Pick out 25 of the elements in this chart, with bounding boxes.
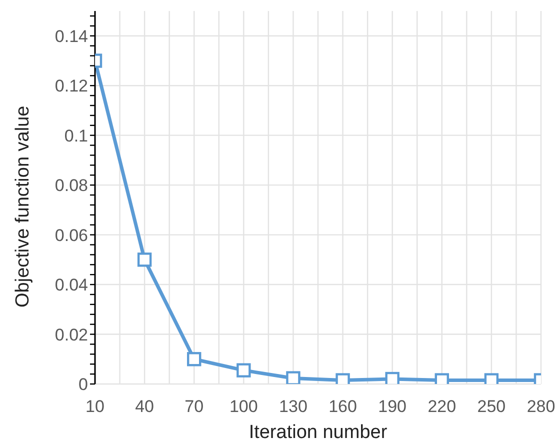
y-tick-label: 0.02	[54, 325, 88, 344]
x-axis-title: Iteration number	[248, 422, 388, 443]
x-tick-label: 190	[378, 397, 407, 416]
point	[137, 252, 152, 267]
y-tick-label: 0.04	[54, 276, 88, 295]
point	[385, 372, 400, 384]
y-tick-label: 0.08	[54, 176, 88, 196]
y-tick-label: 0.14	[54, 26, 88, 46]
x-tick-label: 70	[184, 397, 204, 416]
point	[286, 371, 300, 384]
y-tick-label: 0.1	[64, 126, 88, 146]
x-tick-label: 250	[477, 397, 506, 416]
x-tick-label: 280	[526, 397, 556, 416]
y-tick-label: 0.12	[54, 76, 88, 96]
y-axis-title: Objective function value	[12, 106, 34, 308]
x-tick-label: 130	[279, 397, 308, 416]
point	[187, 352, 202, 366]
x-tick-label: 160	[328, 397, 357, 416]
point	[236, 363, 251, 378]
x-tick-label: 220	[428, 397, 456, 416]
x-tick-label: 100	[229, 397, 258, 416]
y-tick-label: 0	[78, 375, 88, 394]
x-tick-label: 40	[135, 397, 154, 416]
y-tick-label: 0.06	[54, 226, 88, 245]
x-tick-label: 10	[86, 397, 104, 416]
